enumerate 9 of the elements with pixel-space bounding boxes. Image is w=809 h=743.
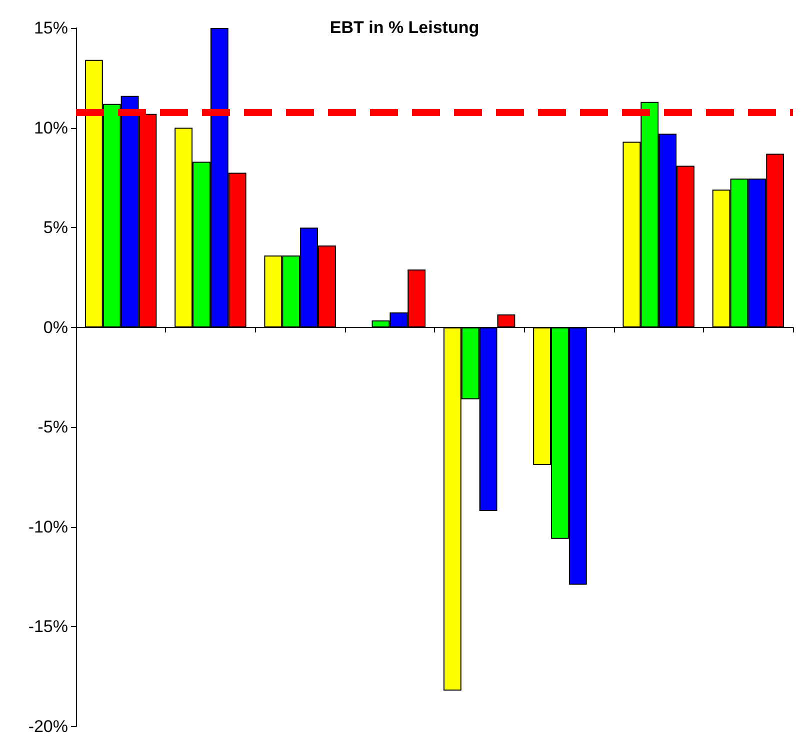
y-tick-label: -20%: [28, 717, 68, 736]
y-tick-label: 0%: [43, 318, 68, 337]
y-tick-label: -10%: [28, 517, 68, 536]
y-tick-label: -5%: [38, 418, 68, 437]
y-tick-label: -15%: [28, 617, 68, 636]
chart-title: EBT in % Leistung: [330, 18, 480, 37]
y-tick-label: 5%: [43, 218, 68, 238]
y-tick-label: 15%: [34, 18, 68, 38]
y-tick-label: 10%: [34, 118, 68, 138]
